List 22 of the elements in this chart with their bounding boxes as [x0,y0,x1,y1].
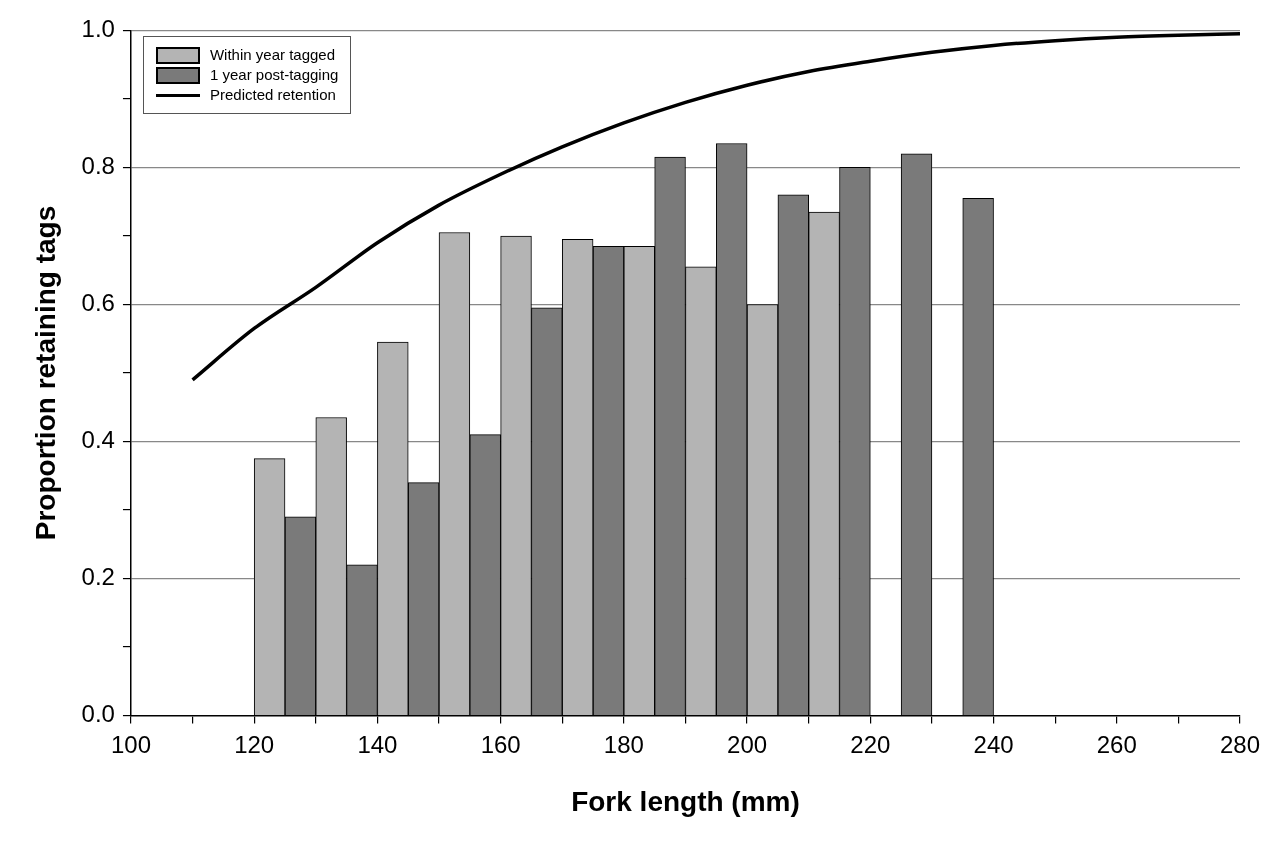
x-tick-label: 120 [234,730,275,758]
legend-label: Within year tagged [209,45,336,66]
x-tick-label: 140 [357,730,398,758]
x-tick-label: 180 [603,730,644,758]
x-tick-label: 280 [1219,730,1261,758]
x-tick-label: 160 [480,730,521,758]
y-tick-label: 0.2 [81,563,115,591]
y-axis-title: Proportion retaining tags [29,205,61,541]
y-tick-label: 0.8 [81,152,115,180]
legend-label: Predicted retention [209,85,336,106]
x-tick-label: 200 [727,730,768,758]
y-tick-label: 0.0 [81,700,115,728]
y-tick-label: 0.4 [81,426,115,454]
x-tick-label: 260 [1096,730,1137,758]
line-series [190,32,1240,382]
x-axis-title: Fork length (mm) [571,785,800,817]
y-tick-label: 0.6 [81,289,115,317]
y-tick-label: 1.0 [81,15,115,43]
x-tick-label: 220 [850,730,891,758]
x-tick-label: 100 [110,730,151,758]
legend-label: 1 year post-tagging [209,65,339,86]
x-tick-label: 240 [973,730,1014,758]
